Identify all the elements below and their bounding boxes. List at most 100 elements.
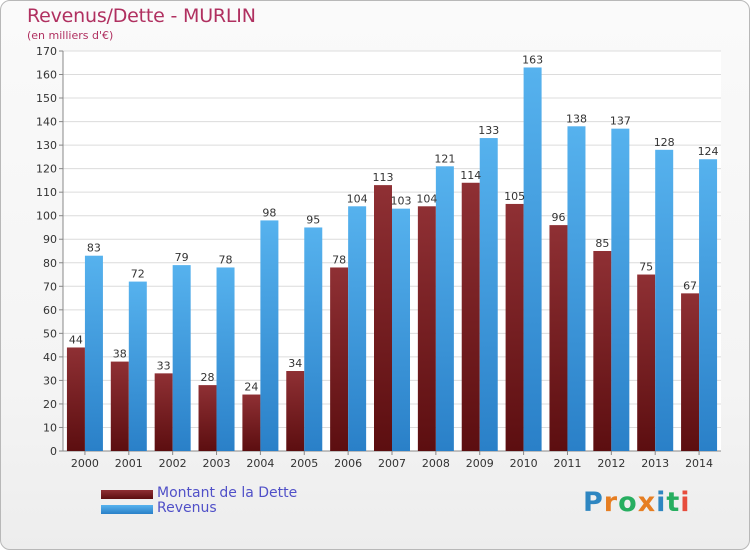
data-label-revenus-2012: 137 <box>610 115 631 128</box>
x-tick-label-2005: 2005 <box>290 457 318 470</box>
data-label-revenus-2000: 83 <box>87 242 101 255</box>
data-label-dette-2012: 85 <box>595 237 609 250</box>
bars <box>66 67 718 452</box>
bar-dette-2004 <box>242 394 261 451</box>
bar-revenus-2005 <box>304 227 323 451</box>
bar-dette-2011 <box>549 225 568 451</box>
chart-title: Revenus/Dette - MURLIN <box>27 5 256 27</box>
data-label-dette-2010: 105 <box>504 190 525 203</box>
y-tick-label: 90 <box>43 233 57 246</box>
data-label-revenus-2006: 104 <box>347 192 368 205</box>
y-tick-label: 150 <box>36 92 57 105</box>
logo-letter: x <box>637 487 657 518</box>
bar-revenus-2009 <box>479 138 498 451</box>
y-tick-label: 0 <box>50 445 57 458</box>
x-tick-label-2010: 2010 <box>510 457 538 470</box>
bar-revenus-2011 <box>567 126 586 451</box>
data-label-dette-2003: 28 <box>201 371 215 384</box>
bar-dette-2005 <box>286 371 305 451</box>
data-label-revenus-2010: 163 <box>522 53 543 66</box>
data-label-dette-2002: 33 <box>157 359 171 372</box>
y-tick-label: 80 <box>43 257 57 270</box>
logo-letter: P <box>583 487 604 518</box>
bar-dette-2006 <box>330 267 349 451</box>
data-label-revenus-2001: 72 <box>131 268 145 281</box>
y-tick-label: 60 <box>43 304 57 317</box>
proxiti-logo: Proxiti <box>583 487 691 518</box>
x-tick-label-2012: 2012 <box>597 457 625 470</box>
x-tick-label-2013: 2013 <box>641 457 669 470</box>
bar-revenus-2003 <box>216 267 235 451</box>
bar-revenus-2001 <box>128 281 147 451</box>
x-tick-label-2014: 2014 <box>685 457 713 470</box>
x-tick-label-2000: 2000 <box>71 457 99 470</box>
y-tick-label: 20 <box>43 398 57 411</box>
data-label-dette-2001: 38 <box>113 348 127 361</box>
data-label-revenus-2002: 79 <box>175 251 189 264</box>
bar-dette-2013 <box>637 274 656 451</box>
legend-swatch-dette <box>101 490 153 499</box>
y-tick-label: 30 <box>43 374 57 387</box>
x-tick-label-2009: 2009 <box>466 457 494 470</box>
data-label-revenus-2009: 133 <box>478 124 499 137</box>
x-tick-label-2011: 2011 <box>553 457 581 470</box>
data-label-dette-2014: 67 <box>683 279 697 292</box>
bar-dette-2003 <box>198 385 217 451</box>
y-tick-label: 160 <box>36 69 57 82</box>
data-label-revenus-2005: 95 <box>306 213 320 226</box>
bar-dette-2002 <box>154 373 173 451</box>
data-label-dette-2007: 113 <box>373 171 394 184</box>
data-label-dette-2000: 44 <box>69 333 83 346</box>
logo-letter: o <box>618 487 638 518</box>
data-label-revenus-2013: 128 <box>654 136 675 149</box>
y-tick-label: 70 <box>43 280 57 293</box>
x-tick-label-2002: 2002 <box>159 457 187 470</box>
bar-dette-2014 <box>681 293 700 451</box>
x-tick-label-2006: 2006 <box>334 457 362 470</box>
data-label-dette-2009: 114 <box>460 169 481 182</box>
x-tick-label-2003: 2003 <box>203 457 231 470</box>
y-tick-label: 40 <box>43 351 57 364</box>
bar-revenus-2004 <box>260 220 279 451</box>
logo-letter: r <box>603 487 619 518</box>
bar-dette-2008 <box>417 206 436 451</box>
bar-dette-2000 <box>66 347 85 451</box>
x-tick-label-2001: 2001 <box>115 457 143 470</box>
bar-dette-2007 <box>374 185 392 451</box>
bar-revenus-2002 <box>172 265 191 451</box>
x-tick-label-2008: 2008 <box>422 457 450 470</box>
y-tick-label: 10 <box>43 421 57 434</box>
y-tick-label: 110 <box>36 186 57 199</box>
x-tick-label-2004: 2004 <box>246 457 274 470</box>
data-label-revenus-2003: 78 <box>219 253 233 266</box>
legend-label-dette: Montant de la Dette <box>157 485 298 501</box>
data-label-dette-2005: 34 <box>288 357 302 370</box>
chart-subtitle: (en milliers d'€) <box>27 29 114 42</box>
bar-dette-2009 <box>461 182 480 451</box>
bar-dette-2001 <box>110 361 129 451</box>
data-labels: 44 83 38 72 33 79 28 78 24 98 34 95 78 104 113 103 104 12… <box>69 53 719 393</box>
bar-revenus-2000 <box>84 255 103 451</box>
bar-revenus-2007 <box>392 208 410 451</box>
data-label-revenus-2007: 103 <box>391 195 412 208</box>
data-label-dette-2004: 24 <box>244 381 258 394</box>
data-label-revenus-2008: 121 <box>434 152 455 165</box>
y-tick-label: 140 <box>36 116 57 129</box>
bar-revenus-2014 <box>699 159 718 451</box>
bar-dette-2010 <box>505 203 524 451</box>
data-label-dette-2008: 104 <box>416 192 437 205</box>
data-label-dette-2013: 75 <box>639 261 653 274</box>
y-tick-label: 170 <box>36 45 57 58</box>
logo-letter: i <box>656 487 667 518</box>
logo-letter: i <box>680 487 691 518</box>
bar-revenus-2013 <box>655 149 674 451</box>
data-label-dette-2006: 78 <box>332 253 346 266</box>
data-label-revenus-2011: 138 <box>566 112 587 125</box>
legend-swatch-revenus <box>101 505 153 514</box>
bar-dette-2012 <box>593 251 612 451</box>
data-label-dette-2011: 96 <box>551 211 565 224</box>
y-tick-label: 50 <box>43 327 57 340</box>
logo-letter: t <box>666 487 681 518</box>
